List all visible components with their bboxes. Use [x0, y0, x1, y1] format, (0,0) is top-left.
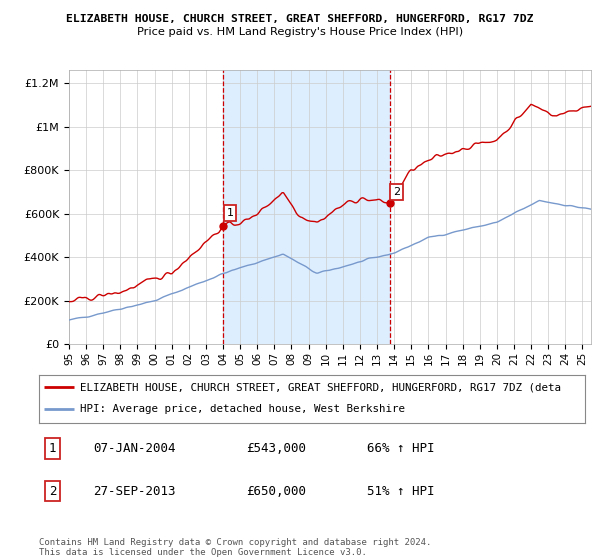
Text: £650,000: £650,000	[247, 484, 307, 498]
Text: 1: 1	[227, 208, 234, 218]
Text: 27-SEP-2013: 27-SEP-2013	[94, 484, 176, 498]
Bar	[223, 70, 389, 344]
Text: 1: 1	[49, 442, 56, 455]
Text: ELIZABETH HOUSE, CHURCH STREET, GREAT SHEFFORD, HUNGERFORD, RG17 7DZ (deta: ELIZABETH HOUSE, CHURCH STREET, GREAT SH…	[80, 382, 561, 392]
Text: £543,000: £543,000	[247, 442, 307, 455]
Text: 66% ↑ HPI: 66% ↑ HPI	[367, 442, 434, 455]
Text: HPI: Average price, detached house, West Berkshire: HPI: Average price, detached house, West…	[80, 404, 405, 414]
Text: 2: 2	[49, 484, 56, 498]
Text: 51% ↑ HPI: 51% ↑ HPI	[367, 484, 434, 498]
Text: 07-JAN-2004: 07-JAN-2004	[94, 442, 176, 455]
Text: 2: 2	[393, 187, 400, 197]
Text: Price paid vs. HM Land Registry's House Price Index (HPI): Price paid vs. HM Land Registry's House …	[137, 27, 463, 37]
Text: Contains HM Land Registry data © Crown copyright and database right 2024.
This d: Contains HM Land Registry data © Crown c…	[39, 538, 431, 557]
Text: ELIZABETH HOUSE, CHURCH STREET, GREAT SHEFFORD, HUNGERFORD, RG17 7DZ: ELIZABETH HOUSE, CHURCH STREET, GREAT SH…	[66, 14, 534, 24]
